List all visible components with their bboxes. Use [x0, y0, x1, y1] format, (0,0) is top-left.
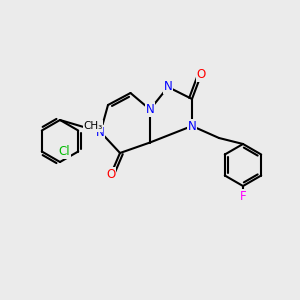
Text: CH₃: CH₃	[84, 121, 103, 131]
Text: N: N	[164, 80, 172, 94]
Text: O: O	[106, 167, 116, 181]
Text: N: N	[96, 125, 105, 139]
Text: Cl: Cl	[59, 145, 70, 158]
Text: N: N	[146, 103, 154, 116]
Text: N: N	[188, 119, 196, 133]
Text: O: O	[196, 68, 206, 82]
Text: F: F	[240, 190, 246, 203]
